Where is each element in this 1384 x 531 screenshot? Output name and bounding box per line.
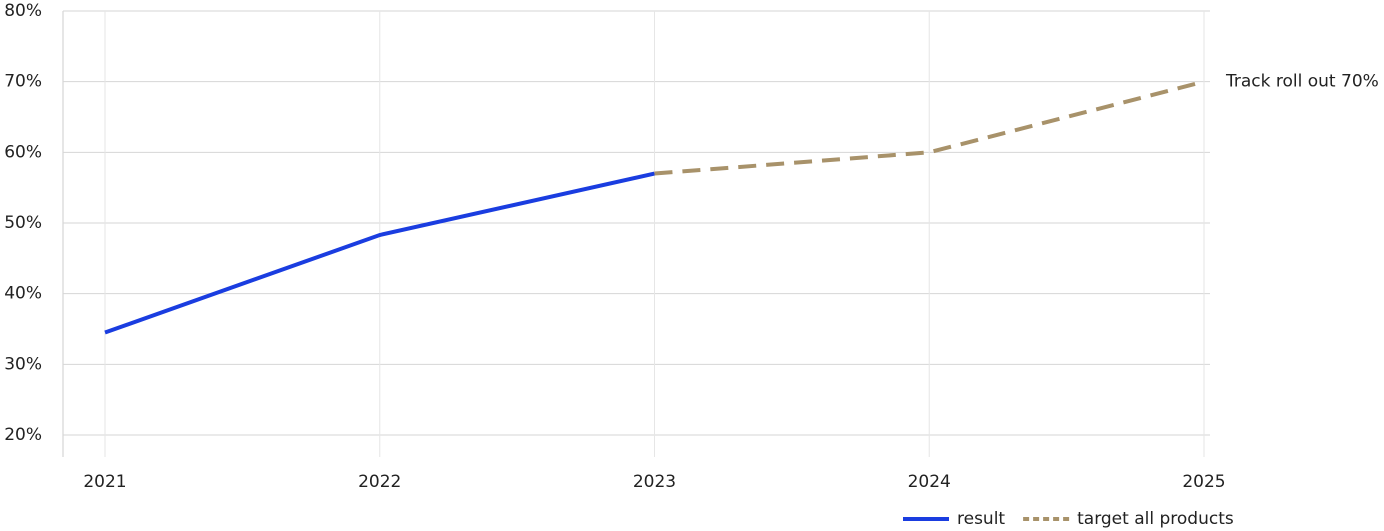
series-line (654, 79, 1205, 176)
legend-label: target all products (1077, 509, 1234, 529)
x-tick-label: 2024 (908, 472, 951, 492)
y-tick-label: 80% (4, 1, 42, 21)
y-tick-label: 60% (4, 142, 42, 162)
annotation: Track roll out 70% (1225, 72, 1379, 92)
legend-label: result (957, 509, 1005, 529)
y-tick-label: 20% (4, 425, 42, 445)
series-line (104, 171, 655, 335)
y-tick-label: 50% (4, 213, 42, 233)
y-tick-label: 40% (4, 284, 42, 304)
x-tick-label: 2021 (83, 472, 126, 492)
y-tick-label: 70% (4, 72, 42, 92)
x-tick-label: 2022 (358, 472, 401, 492)
x-tick-label: 2023 (633, 472, 676, 492)
y-tick-label: 30% (4, 354, 42, 374)
x-tick-label: 2025 (1182, 472, 1225, 492)
